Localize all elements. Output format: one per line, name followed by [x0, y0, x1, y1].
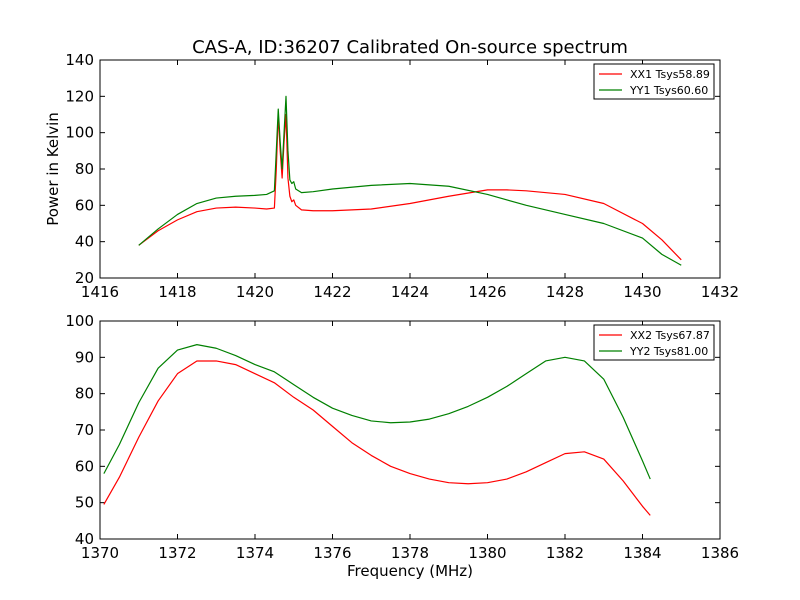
bottom-y-tick-label: 40 — [75, 530, 94, 548]
top-y-tick-label: 120 — [65, 87, 94, 105]
bottom-series — [103, 344, 651, 516]
top-x-ticks: 1416 1418 1420 1422 1424 1426 1428 1430 1432 — [81, 60, 739, 301]
top-y-tick-label: 140 — [65, 51, 94, 69]
bottom-series-line-yy — [103, 344, 651, 480]
figure-title: CAS-A, ID:36207 Calibrated On-source spe… — [192, 37, 628, 58]
bottom-y-tick-label: 70 — [75, 421, 94, 439]
bottom-series-line-xx — [103, 360, 651, 516]
top-x-tick-label: 1420 — [236, 283, 274, 301]
bottom-x-tick-label: 1370 — [81, 544, 119, 562]
bottom-x-tick-label: 1386 — [701, 544, 739, 562]
top-y-ticks: 20 40 60 80 100 120 140 — [65, 51, 720, 287]
bottom-x-tick-label: 1382 — [546, 544, 584, 562]
top-y-axis-label: Power in Kelvin — [44, 112, 62, 226]
top-panel: 1416 1418 1420 1422 1424 1426 1428 1430 1432 20 4… — [44, 51, 739, 301]
top-x-tick-label: 1416 — [81, 283, 119, 301]
top-x-tick-label: 1424 — [391, 283, 429, 301]
top-legend: XX1 Tsys58.89 YY1 Tsys60.60 — [593, 63, 715, 100]
bottom-x-tick-label: 1376 — [313, 544, 351, 562]
top-y-tick-label: 20 — [75, 269, 94, 287]
top-y-tick-label: 60 — [75, 196, 94, 214]
bottom-x-axis-label: Frequency (MHz) — [347, 562, 473, 580]
top-x-tick-label: 1426 — [468, 283, 506, 301]
bottom-x-tick-label: 1384 — [623, 544, 661, 562]
bottom-legend-box — [593, 324, 715, 361]
legend-label-xx2: XX2 Tsys67.87 — [630, 329, 710, 342]
top-x-tick-label: 1432 — [701, 283, 739, 301]
bottom-y-ticks: 40 50 60 70 80 90 100 — [65, 312, 720, 548]
top-series-line-xx — [138, 113, 682, 261]
legend-label-yy2: YY2 Tsys81.00 — [629, 345, 708, 358]
top-series-line-yy — [138, 95, 682, 266]
bottom-x-tick-label: 1378 — [391, 544, 429, 562]
top-x-tick-label: 1428 — [546, 283, 584, 301]
bottom-y-tick-label: 80 — [75, 385, 94, 403]
bottom-x-tick-label: 1374 — [236, 544, 274, 562]
bottom-y-tick-label: 100 — [65, 312, 94, 330]
legend-label-yy1: YY1 Tsys60.60 — [629, 84, 708, 97]
top-legend-box — [593, 63, 715, 100]
top-series — [138, 95, 682, 266]
bottom-legend: XX2 Tsys67.87 YY2 Tsys81.00 — [593, 324, 715, 361]
bottom-y-tick-label: 90 — [75, 348, 94, 366]
top-x-tick-label: 1422 — [313, 283, 351, 301]
top-y-tick-label: 40 — [75, 233, 94, 251]
bottom-x-tick-label: 1380 — [468, 544, 506, 562]
top-y-tick-label: 80 — [75, 160, 94, 178]
top-x-tick-label: 1418 — [158, 283, 196, 301]
top-x-tick-label: 1430 — [623, 283, 661, 301]
bottom-panel: 1370 1372 1374 1376 1378 1380 1382 1384 1386 40 5… — [65, 312, 739, 580]
bottom-y-tick-label: 50 — [75, 494, 94, 512]
legend-label-xx1: XX1 Tsys58.89 — [630, 68, 710, 81]
top-y-tick-label: 100 — [65, 124, 94, 142]
bottom-x-ticks: 1370 1372 1374 1376 1378 1380 1382 1384 1386 — [81, 321, 739, 562]
bottom-x-tick-label: 1372 — [158, 544, 196, 562]
bottom-y-tick-label: 60 — [75, 457, 94, 475]
